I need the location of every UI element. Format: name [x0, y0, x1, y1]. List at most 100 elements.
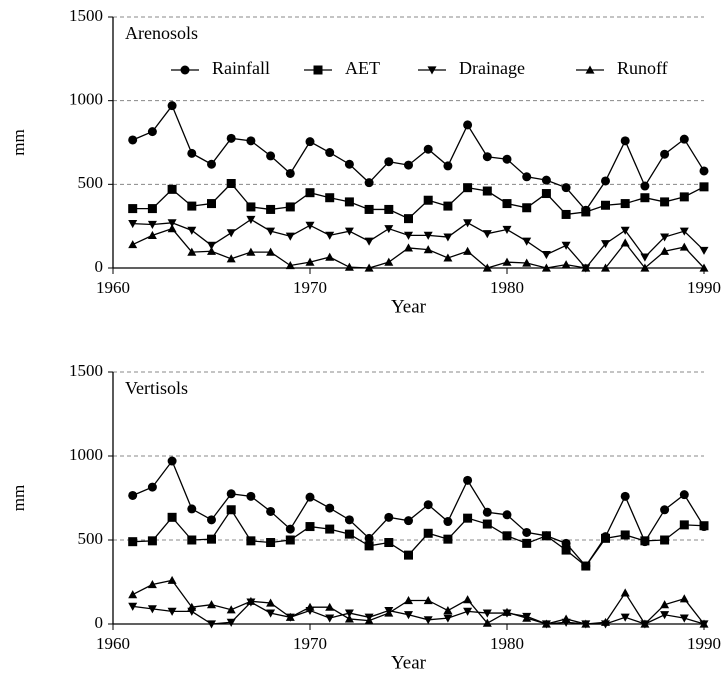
- data-point: [285, 535, 295, 545]
- data-point: [404, 550, 413, 560]
- data-point: [128, 204, 138, 214]
- data-point: [541, 189, 551, 199]
- legend-marker: [427, 66, 437, 75]
- data-point: [226, 229, 236, 238]
- data-point: [620, 238, 630, 247]
- series-line: [132, 218, 705, 270]
- data-point: [207, 241, 216, 250]
- data-point: [147, 580, 157, 589]
- data-point: [699, 619, 709, 628]
- data-point: [266, 151, 276, 161]
- data-point: [384, 512, 394, 522]
- data-point: [640, 253, 650, 262]
- data-point: [344, 529, 354, 539]
- data-point: [463, 513, 473, 523]
- data-point: [640, 536, 650, 546]
- data-point: [660, 505, 670, 515]
- data-point: [325, 602, 335, 611]
- data-point: [561, 545, 571, 555]
- data-point: [581, 619, 591, 628]
- data-point: [404, 611, 413, 620]
- data-point: [660, 233, 670, 242]
- data-point: [679, 490, 689, 500]
- data-point: [581, 207, 591, 217]
- data-point: [266, 247, 276, 256]
- data-point: [443, 201, 453, 211]
- data-point: [364, 178, 374, 188]
- data-point: [522, 172, 532, 182]
- data-point: [699, 246, 709, 255]
- series-line: [132, 459, 705, 568]
- data-point: [482, 263, 492, 272]
- x-tick-label: 1990: [687, 278, 721, 297]
- data-point: [561, 614, 571, 623]
- data-point: [325, 231, 335, 240]
- data-point: [522, 258, 532, 267]
- data-point: [620, 199, 630, 209]
- data-point: [601, 263, 610, 272]
- data-point: [482, 186, 492, 196]
- panel-label: Vertisols: [125, 378, 188, 398]
- data-point: [305, 221, 315, 230]
- data-point: [285, 260, 295, 270]
- data-point: [187, 602, 197, 611]
- data-point: [561, 209, 571, 219]
- data-point: [679, 242, 689, 251]
- data-point: [226, 605, 236, 614]
- data-point: [167, 224, 177, 233]
- data-point: [660, 600, 670, 609]
- data-point: [699, 263, 709, 272]
- data-point: [344, 609, 354, 618]
- legend-label: Drainage: [459, 58, 525, 78]
- data-point: [344, 227, 354, 236]
- data-point: [482, 152, 492, 162]
- y-tick-label: 0: [95, 613, 104, 632]
- data-point: [226, 618, 236, 627]
- data-point: [384, 538, 394, 548]
- data-point: [226, 489, 236, 499]
- data-point: [404, 231, 413, 240]
- data-point: [423, 500, 433, 510]
- data-point: [463, 595, 473, 604]
- data-point: [601, 176, 610, 186]
- data-point: [404, 160, 413, 170]
- y-axis-label: mm: [9, 129, 28, 155]
- data-point: [364, 616, 374, 625]
- data-point: [147, 127, 157, 137]
- data-point: [463, 120, 473, 130]
- data-point: [246, 215, 256, 224]
- data-point: [364, 263, 374, 272]
- data-point: [364, 533, 374, 543]
- x-tick-label: 1990: [687, 634, 721, 653]
- data-point: [522, 538, 532, 548]
- x-axis-label: Year: [391, 652, 427, 673]
- data-point: [541, 175, 551, 185]
- data-point: [147, 204, 157, 214]
- data-point: [226, 133, 236, 143]
- legend-label: Runoff: [617, 58, 668, 78]
- data-point: [266, 204, 276, 214]
- data-point: [699, 182, 709, 192]
- data-point: [167, 219, 177, 228]
- data-point: [502, 257, 512, 266]
- data-point: [423, 595, 433, 605]
- data-point: [581, 263, 591, 272]
- data-point: [502, 199, 512, 209]
- data-point: [601, 240, 610, 249]
- data-point: [266, 609, 276, 618]
- x-tick-label: 1980: [490, 634, 524, 653]
- data-point: [266, 506, 276, 516]
- series-line: [132, 601, 705, 625]
- data-point: [620, 588, 630, 597]
- data-point: [443, 517, 453, 527]
- data-point: [305, 257, 315, 266]
- data-point: [246, 136, 256, 146]
- data-point: [541, 263, 551, 272]
- data-point: [344, 197, 354, 207]
- data-point: [679, 520, 689, 530]
- data-point: [482, 230, 492, 239]
- data-point: [620, 226, 630, 235]
- data-point: [541, 619, 551, 628]
